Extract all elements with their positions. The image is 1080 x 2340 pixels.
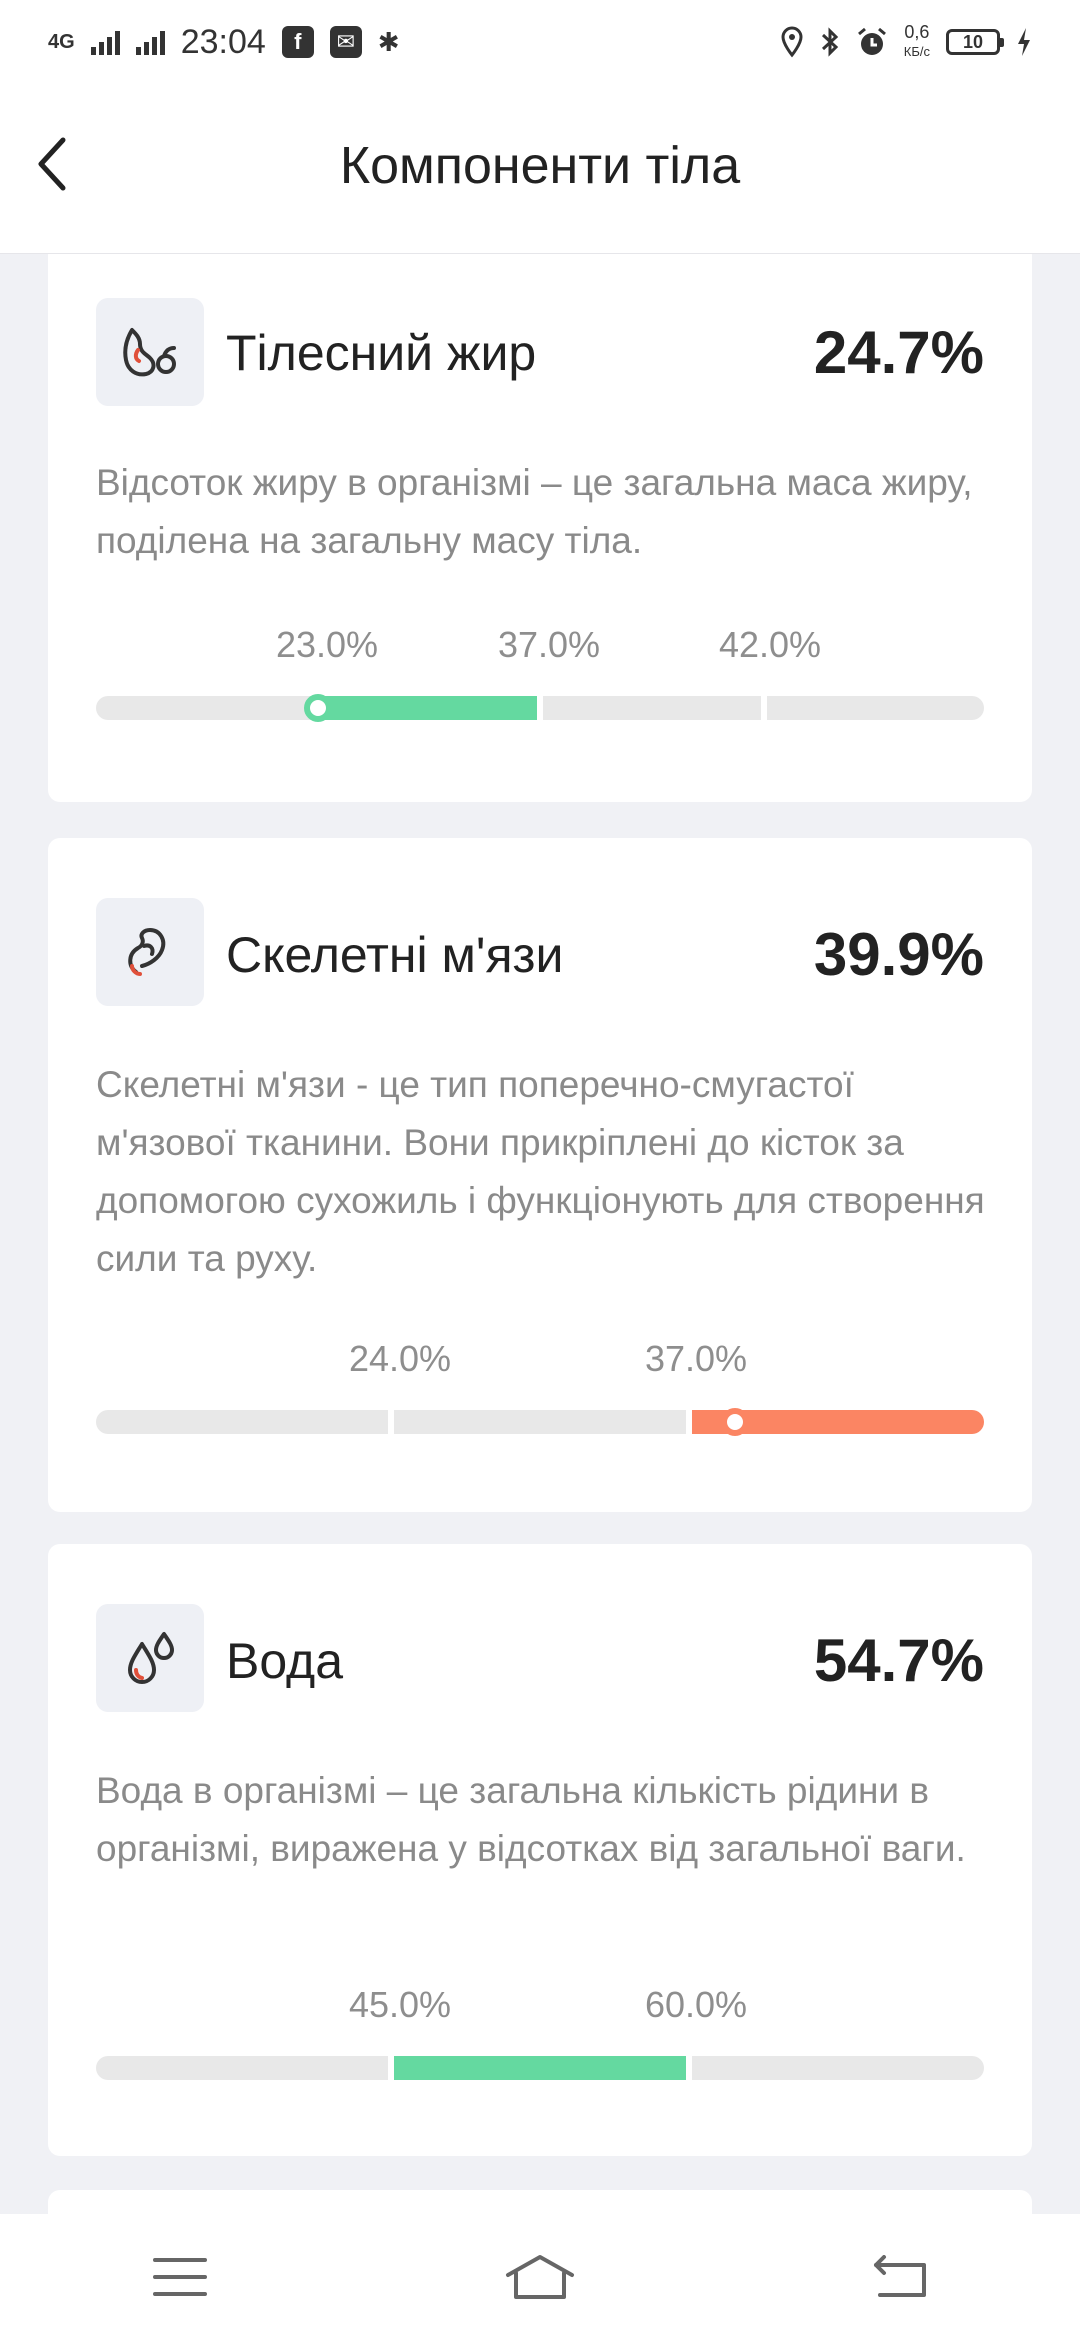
- range-tick: 37.0%: [497, 624, 601, 665]
- mail-icon: ✉: [329, 26, 362, 58]
- menu-button[interactable]: [120, 2237, 240, 2317]
- metric-card-water[interactable]: Вода 54.7% Вода в організмі – це загальн…: [48, 1544, 1032, 2156]
- water-drops-icon: [96, 1604, 204, 1712]
- range-segment: [766, 696, 984, 720]
- status-left: 4G 23:04 f ✉ ✱: [48, 23, 400, 62]
- metric-card-next[interactable]: [48, 2190, 1032, 2214]
- range-bar: [96, 694, 984, 722]
- range-segment: [96, 2056, 388, 2080]
- home-button[interactable]: [480, 2237, 600, 2317]
- metric-description: Скелетні м'язи - це тип поперечно-смугас…: [96, 1064, 985, 1279]
- menu-icon: [153, 2258, 207, 2296]
- header: Компоненти тіла: [0, 84, 1080, 254]
- range-segment: [96, 1410, 388, 1434]
- metric-name: Скелетні м'язи: [226, 927, 564, 983]
- battery-level: 10: [962, 31, 984, 52]
- metric-description: Відсоток жиру в організмі – це загальна …: [96, 462, 973, 561]
- network-speed-unit: КБ/с: [903, 44, 930, 59]
- range-bar: [96, 1408, 984, 1436]
- metric-name: Тілесний жир: [226, 325, 537, 381]
- battery-icon: 10: [946, 29, 1004, 55]
- bluetooth-icon: [821, 27, 838, 57]
- metric-value: 24.7%: [813, 319, 984, 386]
- range-tick: 37.0%: [644, 1338, 748, 1379]
- charging-icon: [1018, 28, 1030, 56]
- range-tick: 24.0%: [348, 1338, 452, 1379]
- page-title: Компоненти тіла: [339, 137, 741, 195]
- location-icon: [781, 26, 803, 58]
- network-type: 4G: [48, 31, 75, 53]
- network-speed: 0,6 КБ/с: [904, 23, 930, 61]
- body-fat-icon: [96, 298, 204, 406]
- range-bar: [96, 2056, 984, 2080]
- back-button[interactable]: [20, 124, 84, 204]
- status-right: 0,6 КБ/с 10: [780, 23, 1032, 61]
- range-segment: [96, 696, 314, 720]
- metric-card-skeletal-muscle[interactable]: Скелетні м'язи 39.9% Скелетні м'язи - це…: [48, 838, 1032, 1512]
- bug-icon: ✱: [377, 26, 400, 57]
- value-marker: [721, 1408, 750, 1436]
- range-segment: [692, 2056, 984, 2080]
- metric-description: Вода в організмі – це загальна кількість…: [96, 1770, 966, 1869]
- range-segment-active: [319, 696, 537, 720]
- facebook-icon: f: [281, 26, 314, 58]
- range-segment: [543, 696, 761, 720]
- metric-name: Вода: [226, 1633, 344, 1689]
- metric-value: 54.7%: [813, 1627, 984, 1694]
- network-speed-value: 0,6: [904, 22, 930, 42]
- back-nav-button[interactable]: [840, 2237, 960, 2317]
- metric-card-body-fat[interactable]: Тілесний жир 24.7% Відсоток жиру в орган…: [48, 254, 1032, 802]
- range-tick: 45.0%: [348, 1984, 452, 2025]
- range-segment: [394, 1410, 686, 1434]
- signal-2-icon: [135, 29, 165, 55]
- metric-value: 39.9%: [813, 921, 984, 988]
- muscle-icon: [96, 898, 204, 1006]
- clock: 23:04: [180, 22, 266, 61]
- value-marker: [304, 694, 332, 722]
- back-arrow-icon: [874, 2255, 926, 2297]
- status-bar: 4G 23:04 f ✉ ✱ 0,6 КБ/с 10: [0, 0, 1080, 84]
- metrics-list[interactable]: Тілесний жир 24.7% Відсоток жиру в орган…: [0, 254, 1080, 2214]
- chevron-left-icon: [38, 137, 66, 191]
- alarm-icon: [857, 27, 886, 55]
- range-tick: 42.0%: [718, 624, 822, 665]
- system-nav-bar: [0, 2214, 1080, 2340]
- home-icon: [506, 2255, 574, 2299]
- signal-icon: [90, 29, 120, 55]
- range-tick: 23.0%: [275, 624, 379, 665]
- range-tick: 60.0%: [644, 1984, 748, 2025]
- range-segment-active: [394, 2056, 686, 2080]
